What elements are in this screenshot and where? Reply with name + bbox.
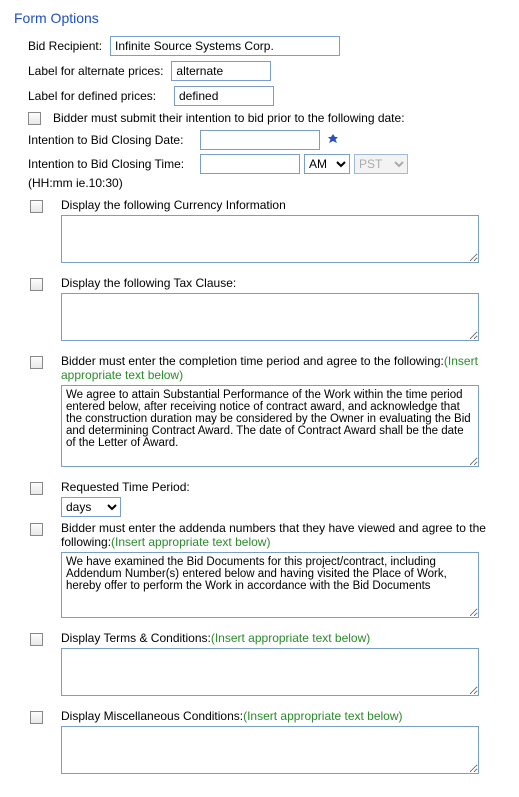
tax-checkbox[interactable] xyxy=(30,278,43,291)
section-title: Form Options xyxy=(14,10,505,26)
terms-label: Display Terms & Conditions: xyxy=(61,631,211,645)
intent-check-label: Bidder must submit their intention to bi… xyxy=(53,111,405,125)
requested-period-unit-select[interactable]: days xyxy=(61,497,121,517)
calendar-icon[interactable] xyxy=(326,133,340,147)
intent-checkbox[interactable] xyxy=(28,112,41,125)
completion-checkbox[interactable] xyxy=(30,356,43,369)
tax-textarea[interactable] xyxy=(61,293,479,341)
terms-textarea[interactable] xyxy=(61,648,479,696)
requested-period-label: Requested Time Period: xyxy=(61,480,505,494)
currency-textarea[interactable] xyxy=(61,215,479,263)
terms-hint: (Insert appropriate text below) xyxy=(211,631,370,645)
closing-time-input[interactable] xyxy=(200,154,300,174)
addenda-checkbox[interactable] xyxy=(30,523,43,536)
ampm-select[interactable]: AM xyxy=(304,154,350,174)
currency-checkbox[interactable] xyxy=(30,200,43,213)
requested-period-checkbox[interactable] xyxy=(30,482,43,495)
def-prices-label: Label for defined prices: xyxy=(28,89,166,103)
terms-checkbox[interactable] xyxy=(30,633,43,646)
misc-textarea[interactable] xyxy=(61,726,479,774)
tax-label: Display the following Tax Clause: xyxy=(61,276,505,290)
addenda-hint: (Insert appropriate text below) xyxy=(111,535,270,549)
alt-prices-input[interactable] xyxy=(171,61,271,81)
closing-time-label: Intention to Bid Closing Time: xyxy=(28,157,192,171)
addenda-textarea[interactable] xyxy=(61,552,479,618)
closing-time-hint: (HH:mm ie.10:30) xyxy=(14,176,505,190)
closing-date-label: Intention to Bid Closing Date: xyxy=(28,133,192,147)
misc-label: Display Miscellaneous Conditions: xyxy=(61,709,243,723)
def-prices-input[interactable] xyxy=(174,86,274,106)
closing-date-input[interactable] xyxy=(200,130,320,150)
completion-label: Bidder must enter the completion time pe… xyxy=(61,354,444,368)
currency-label: Display the following Currency Informati… xyxy=(61,198,505,212)
completion-textarea[interactable] xyxy=(61,385,479,467)
timezone-select: PST xyxy=(354,154,408,174)
misc-hint: (Insert appropriate text below) xyxy=(243,709,402,723)
misc-checkbox[interactable] xyxy=(30,711,43,724)
bid-recipient-label: Bid Recipient: xyxy=(28,39,102,53)
bid-recipient-input[interactable] xyxy=(110,36,340,56)
alt-prices-label: Label for alternate prices: xyxy=(28,64,163,78)
